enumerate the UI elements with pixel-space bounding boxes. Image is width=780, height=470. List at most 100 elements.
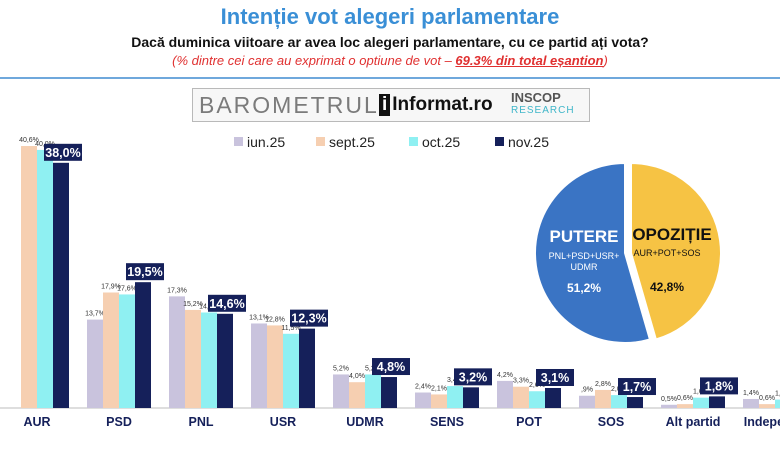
bar-pnl-nov-25 [217,313,233,408]
bar-pot-iun-25 [497,380,513,408]
legend-label-sept-25: sept.25 [329,134,375,150]
data-label-alt-partid-sept-25: 0,6% [677,395,693,402]
bar-sos-iun-25 [579,395,595,408]
pie-slice-putere [534,161,652,344]
bar-pnl-iun-25 [169,296,185,408]
pie-value-opozitie: 42,8% [650,280,684,294]
data-label-psd-iun-25: 13,7% [85,311,105,318]
pie-label-opozitie: OPOZIȚIE [632,225,711,244]
bar-usr-oct-25 [283,333,299,408]
note-highlight: 69.3% din total eșantion [455,53,604,68]
data-label-pot-nov: 3,1% [541,371,570,385]
bar-alt-partid-iun-25 [661,404,677,408]
x-tick-psd: PSD [106,415,132,429]
data-label-pot-sept-25: 3,3% [513,378,529,385]
data-label-box-pot [536,368,574,386]
pie-sub-putere-line1: PNL+PSD+USR+ [549,251,620,261]
bar-sens-nov-25 [463,387,479,408]
data-label-box-alt-partid [700,377,738,395]
x-tick-pot: POT [516,415,542,429]
bar-sens-iun-25 [415,392,431,408]
data-label-sos-sept-25: 2,8% [595,381,611,388]
bar-udmr-nov-25 [381,377,397,408]
bar-pnl-oct-25 [201,312,217,408]
data-label-usr-nov: 12,3% [291,312,326,326]
data-label-aur-sept-25: 40,6% [19,137,39,144]
bar-independe-iun-25 [743,398,759,408]
bar-sens-sept-25 [431,394,447,408]
chart-title: Intenție vot alegeri parlamentare [220,4,560,29]
bar-aur-oct-25 [37,149,53,408]
pie-value-putere: 51,2% [567,281,601,295]
data-label-sos-iun-25: ,9% [581,387,593,394]
logo-inscop-name: INSCOP [511,90,561,105]
logo-barometrul: BAROMETRUL [199,92,379,118]
bar-independe-sept-25 [759,404,775,408]
logo-informat: i Informat.ro [379,94,493,116]
bar-usr-sept-25 [267,325,283,408]
bar-udmr-oct-25 [365,374,381,408]
data-label-pnl-nov: 14,6% [209,297,244,311]
data-label-udmr-nov: 4,8% [377,360,406,374]
bar-sens-oct-25 [447,386,463,408]
data-label-independe-sept-25: 0,6% [759,395,775,402]
data-label-box-sens [454,368,492,386]
legend-swatch-sept-25 [316,137,325,146]
data-label-box-usr [290,309,328,327]
data-label-pot-iun-25: 4,2% [497,372,513,379]
x-tick-alt-partid: Alt partid [666,415,721,429]
data-label-independe-iun-25: 1,4% [743,390,759,397]
pie-sub-opozitie: AUR+POT+SOS [633,248,700,258]
bar-psd-sept-25 [103,292,119,408]
data-label-sos-nov: 1,7% [623,380,652,394]
data-label-aur-nov: 38,0% [45,146,80,160]
bar-udmr-sept-25 [349,382,365,408]
data-label-sens-nov: 3,2% [459,370,488,384]
bar-usr-nov-25 [299,328,315,408]
legend-swatch-nov-25 [495,137,504,146]
logo-informat-name: Informat [392,94,469,115]
x-tick-sens: SENS [430,415,464,429]
data-label-box-pnl [208,294,246,312]
bar-alt-partid-sept-25 [677,404,693,408]
bar-sos-sept-25 [595,389,611,408]
legend-label-oct-25: oct.25 [422,134,460,150]
logo-informat-suffix: .ro [468,94,493,115]
bar-psd-nov-25 [135,282,151,408]
x-tick-sos: SOS [598,415,624,429]
header-divider [0,77,780,79]
x-tick-udmr: UDMR [346,415,384,429]
bar-pot-nov-25 [545,387,561,408]
note-prefix: (% dintre cei care au exprimat o optiune… [172,53,456,68]
logo-inscop-research: RESEARCH [511,105,575,116]
pie-slice-opozitie [630,161,722,341]
data-label-independe-oct-25: 1,3% [775,391,780,398]
bar-independe-oct-25 [775,399,780,408]
data-label-psd-nov: 19,5% [127,265,162,279]
bar-sos-oct-25 [611,395,627,408]
legend-label-iun-25: iun.25 [247,134,285,150]
data-label-usr-iun-25: 13,1% [249,314,269,321]
data-label-box-aur [44,143,82,161]
data-label-pnl-sept-25: 15,2% [183,301,203,308]
bar-sos-nov-25 [627,397,643,408]
data-label-udmr-iun-25: 5,2% [333,365,349,372]
barometrul-logo-banner: BAROMETRUL i Informat.ro INSCOP RESEARCH [192,88,590,122]
legend-label-nov-25: nov.25 [508,134,549,150]
data-label-usr-oct-25: 11,5% [281,325,300,332]
note-suffix: ) [603,53,608,68]
bar-aur-sept-25 [21,146,37,409]
bar-pot-oct-25 [529,391,545,408]
data-label-box-udmr [372,358,410,376]
data-label-usr-sept-25: 12,8% [265,316,285,323]
x-tick-independe: Independe [744,415,780,429]
sample-note: (% dintre cei care au exprimat o optiune… [0,53,780,68]
pie-label-putere: PUTERE [550,227,619,246]
data-label-box-sos [618,378,656,396]
chart-subtitle: Dacă duminica viitoare ar avea loc alege… [131,34,649,50]
bar-udmr-iun-25 [333,374,349,408]
bar-alt-partid-oct-25 [693,397,709,408]
data-label-alt-partid-iun-25: 0,5% [661,396,677,403]
data-label-pnl-iun-25: 17,3% [167,287,187,294]
